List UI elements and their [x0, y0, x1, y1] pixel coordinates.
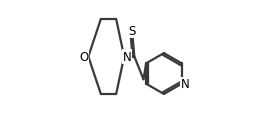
Text: N: N: [123, 51, 132, 63]
Text: N: N: [181, 78, 189, 91]
Text: O: O: [79, 51, 88, 63]
Text: S: S: [128, 25, 135, 38]
